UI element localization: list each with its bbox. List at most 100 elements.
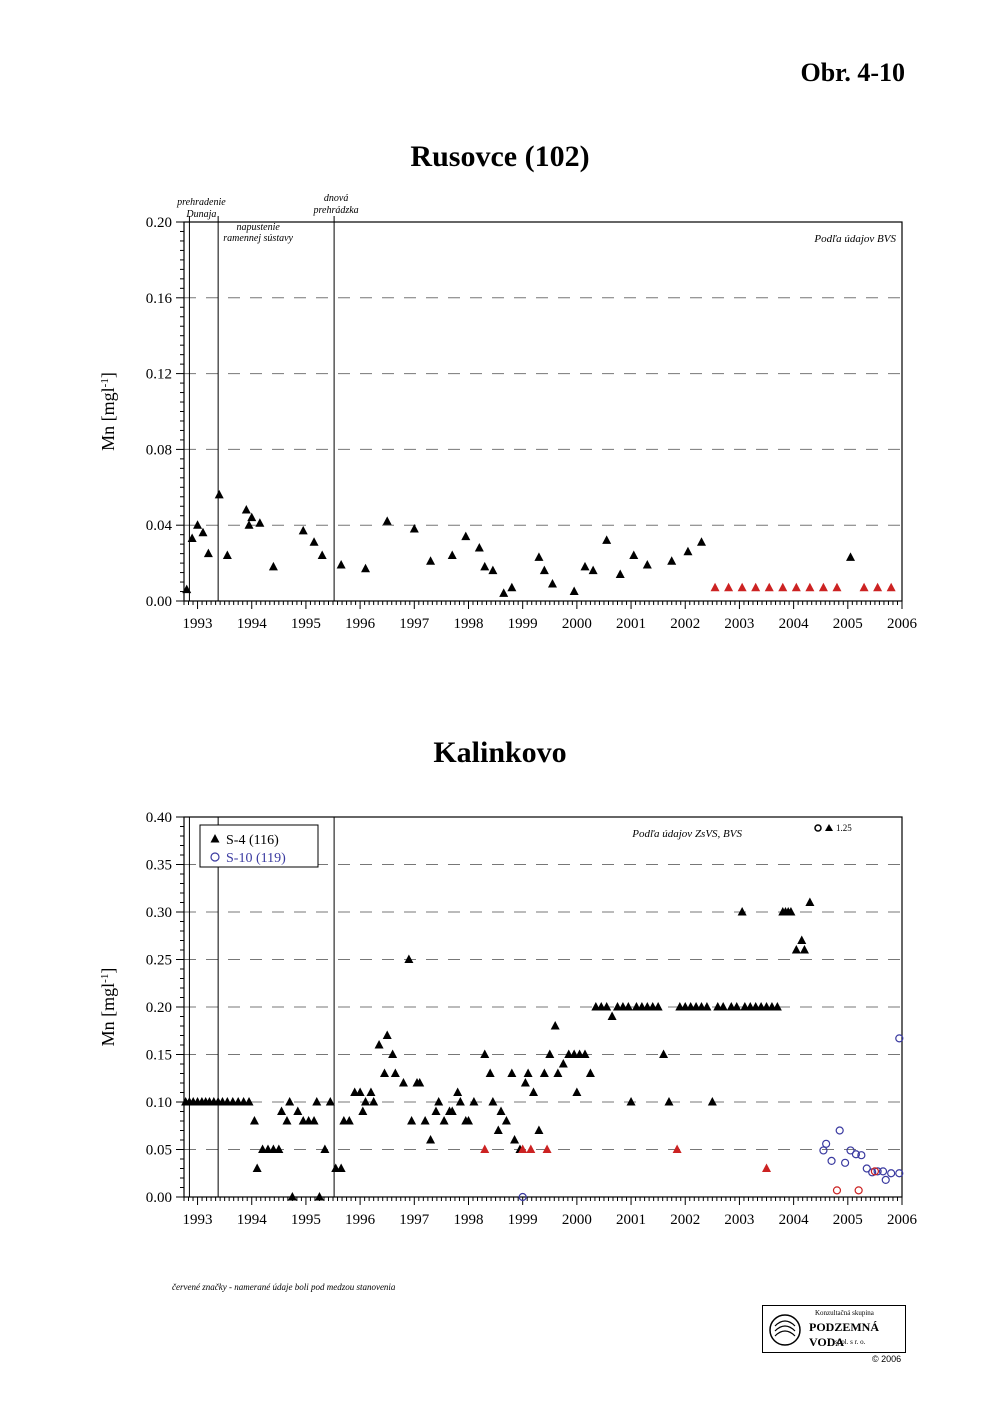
legend-marker-triangle	[210, 834, 220, 843]
data-point-triangle	[702, 1002, 712, 1011]
x-tick-label: 2005	[833, 616, 863, 632]
data-point-triangle	[873, 582, 883, 592]
legend-label: S-10 (119)	[226, 851, 286, 866]
data-point-triangle	[886, 582, 896, 592]
data-point-circle	[878, 1167, 888, 1176]
footnote: červené značky - namerané údaje boli pod…	[172, 1282, 396, 1292]
data-point-circle	[881, 1175, 890, 1184]
x-tick-label: 2000	[562, 1212, 592, 1228]
data-point-triangle	[762, 1163, 772, 1172]
x-tick-label: 2004	[779, 616, 810, 632]
data-point-triangle	[539, 1068, 549, 1077]
chart-rusovce: 0.00 0.04 0.08 0.12 0.16 0.20 1993 1994 1995 1996…	[98, 193, 918, 632]
data-point-circle	[887, 1169, 896, 1178]
x-tick-label: 2002	[670, 1212, 700, 1228]
data-point-triangle	[455, 1097, 465, 1106]
data-point-triangle	[434, 1097, 444, 1106]
data-point-triangle	[358, 1106, 368, 1115]
data-point-triangle	[420, 1116, 430, 1125]
chart-title-rusovce: Rusovce (102)	[410, 140, 590, 173]
data-point-triangle	[805, 582, 815, 592]
data-point-triangle	[737, 582, 747, 592]
data-point-triangle	[615, 569, 625, 578]
data-point-circle	[832, 1186, 842, 1195]
data-point-triangle	[274, 1144, 284, 1153]
data-point-triangle	[461, 531, 471, 541]
x-tick-label: 2000	[562, 616, 592, 632]
data-point-triangle	[277, 1106, 287, 1115]
data-point-triangle	[518, 1144, 528, 1153]
data-point-triangle	[382, 516, 392, 525]
data-point-triangle	[309, 537, 319, 546]
data-point-triangle	[539, 565, 549, 575]
legend-box	[199, 824, 319, 868]
data-point-triangle	[439, 1116, 449, 1125]
data-point-triangle	[553, 1068, 563, 1077]
data-point-triangle	[488, 1097, 498, 1106]
data-point-circle	[854, 1186, 863, 1195]
data-point-triangle	[244, 1097, 254, 1106]
data-point-triangle	[241, 505, 251, 514]
data-point-triangle	[426, 556, 436, 565]
data-point-circle	[895, 1169, 904, 1178]
outlier-triangle-icon	[825, 824, 833, 831]
data-point-triangle	[361, 1097, 371, 1106]
data-point-triangle	[361, 563, 371, 573]
x-tick-label: 1997	[399, 1212, 430, 1228]
data-point-triangle	[488, 565, 498, 575]
y-axis-label-superscript: -1	[99, 378, 111, 387]
event-label: prehrádzka	[313, 205, 359, 216]
x-tick-label: 2006	[887, 616, 918, 632]
data-point-triangle	[203, 548, 213, 558]
data-point-circle	[862, 1164, 871, 1173]
data-point-triangle	[407, 1116, 417, 1125]
y-tick-label: 0.20	[146, 215, 172, 231]
y-tick-label: 0.12	[146, 367, 172, 383]
logo-spiral-icon	[769, 1314, 801, 1346]
y-tick-label: 0.10	[146, 1095, 172, 1111]
x-tick-label: 2006	[887, 1212, 918, 1228]
x-tick-label: 2001	[616, 1212, 646, 1228]
data-point-triangle	[799, 945, 809, 954]
data-point-triangle	[298, 525, 308, 535]
y-tick-label: 0.15	[146, 1048, 172, 1064]
x-tick-label: 2003	[724, 1212, 754, 1228]
data-point-triangle	[664, 1097, 674, 1106]
data-point-circle	[841, 1158, 850, 1167]
data-point-triangle	[469, 1097, 479, 1106]
data-point-triangle	[572, 1087, 582, 1096]
data-point-triangle	[268, 561, 278, 571]
data-point-circle	[835, 1126, 844, 1135]
plot-frame	[183, 221, 903, 602]
data-point-circle	[851, 1150, 861, 1159]
data-point-triangle	[317, 550, 327, 560]
data-point-triangle	[447, 1106, 457, 1115]
data-point-triangle	[426, 1135, 436, 1144]
data-point-triangle	[355, 1087, 365, 1096]
data-point-triangle	[778, 582, 788, 592]
data-point-triangle	[751, 582, 761, 592]
legend-marker-circle	[210, 852, 220, 862]
y-tick-label: 0.08	[146, 442, 172, 458]
data-point-triangle	[398, 1078, 408, 1087]
data-point-triangle	[786, 907, 796, 916]
data-point-triangle	[859, 582, 869, 592]
y-tick-label: 0.00	[146, 594, 172, 610]
plot-frame	[183, 816, 903, 1198]
data-point-triangle	[520, 1078, 530, 1087]
x-tick-label: 1998	[453, 616, 483, 632]
data-point-triangle	[409, 523, 419, 533]
data-point-triangle	[697, 537, 707, 546]
data-point-triangle	[623, 1002, 633, 1011]
data-point-triangle	[542, 1144, 552, 1153]
data-point-triangle	[453, 1087, 463, 1096]
data-point-triangle	[480, 561, 490, 571]
data-point-triangle	[602, 1002, 612, 1011]
data-point-triangle	[496, 1106, 506, 1115]
data-point-triangle	[252, 1163, 262, 1172]
company-logo: Konzultačná skupina PODZEMNÁ VODA spol. …	[762, 1305, 906, 1353]
data-point-triangle	[580, 1049, 590, 1058]
x-tick-label: 1999	[508, 1212, 538, 1228]
data-point-circle	[518, 1192, 527, 1202]
data-point-triangle	[369, 1097, 379, 1106]
